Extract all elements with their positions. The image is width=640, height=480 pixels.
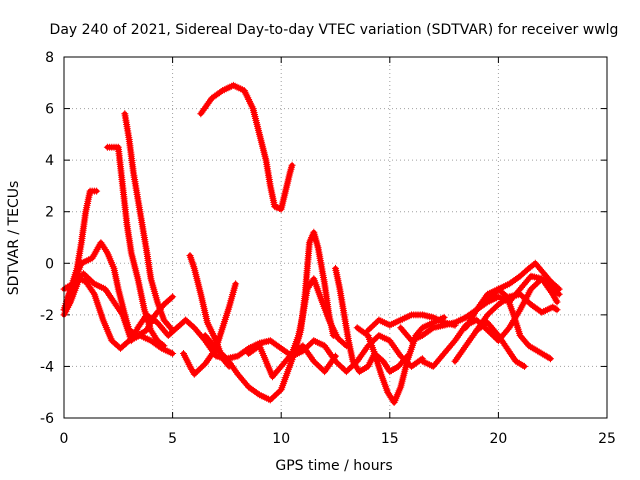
y-axis-label: SDTVAR / TECUs xyxy=(6,181,22,296)
tick-labels: 0 5 10 15 20 25 -6 -4 -2 0 2 4 6 8 xyxy=(40,50,616,447)
series-sat-h xyxy=(180,280,240,378)
data-series xyxy=(60,81,563,406)
chart-title: Day 240 of 2021, Sidereal Day-to-day VTE… xyxy=(50,22,619,38)
y-tick-label: 4 xyxy=(45,153,54,169)
series-sat-n xyxy=(332,264,411,376)
series-sat-v xyxy=(473,319,528,370)
x-axis-label: GPS time / hours xyxy=(275,458,392,474)
x-tick-label: 10 xyxy=(272,431,290,447)
y-tick-label: -4 xyxy=(40,359,54,375)
x-tick-label: 20 xyxy=(489,431,507,447)
y-tick-label: -2 xyxy=(40,308,54,324)
series-sat-m xyxy=(288,275,350,357)
series-sat-i xyxy=(197,81,296,213)
series-sat-f xyxy=(121,110,177,334)
plus-markers xyxy=(288,275,350,357)
x-tick-label: 0 xyxy=(60,431,69,447)
plus-markers xyxy=(332,264,411,376)
y-tick-label: -6 xyxy=(40,411,54,427)
series-sat-t xyxy=(462,285,554,363)
y-tick-label: 0 xyxy=(45,256,54,272)
series-sat-d xyxy=(64,239,177,339)
series-sat-e xyxy=(103,143,168,350)
plus-markers xyxy=(484,259,563,306)
y-tick-label: 8 xyxy=(45,50,54,66)
series-sat-r xyxy=(418,275,561,370)
x-tick-label: 5 xyxy=(168,431,177,447)
x-tick-label: 15 xyxy=(381,431,399,447)
plus-markers xyxy=(121,110,177,334)
plot-frame xyxy=(63,56,608,419)
y-tick-label: 6 xyxy=(45,102,54,118)
plus-markers xyxy=(103,143,168,350)
y-tick-label: 2 xyxy=(45,205,54,221)
plus-markers xyxy=(64,239,177,339)
plus-markers xyxy=(180,280,240,378)
plus-markers xyxy=(473,319,528,370)
x-tick-label: 25 xyxy=(598,431,616,447)
series-sat-u xyxy=(484,259,563,306)
plus-markers xyxy=(197,81,296,213)
